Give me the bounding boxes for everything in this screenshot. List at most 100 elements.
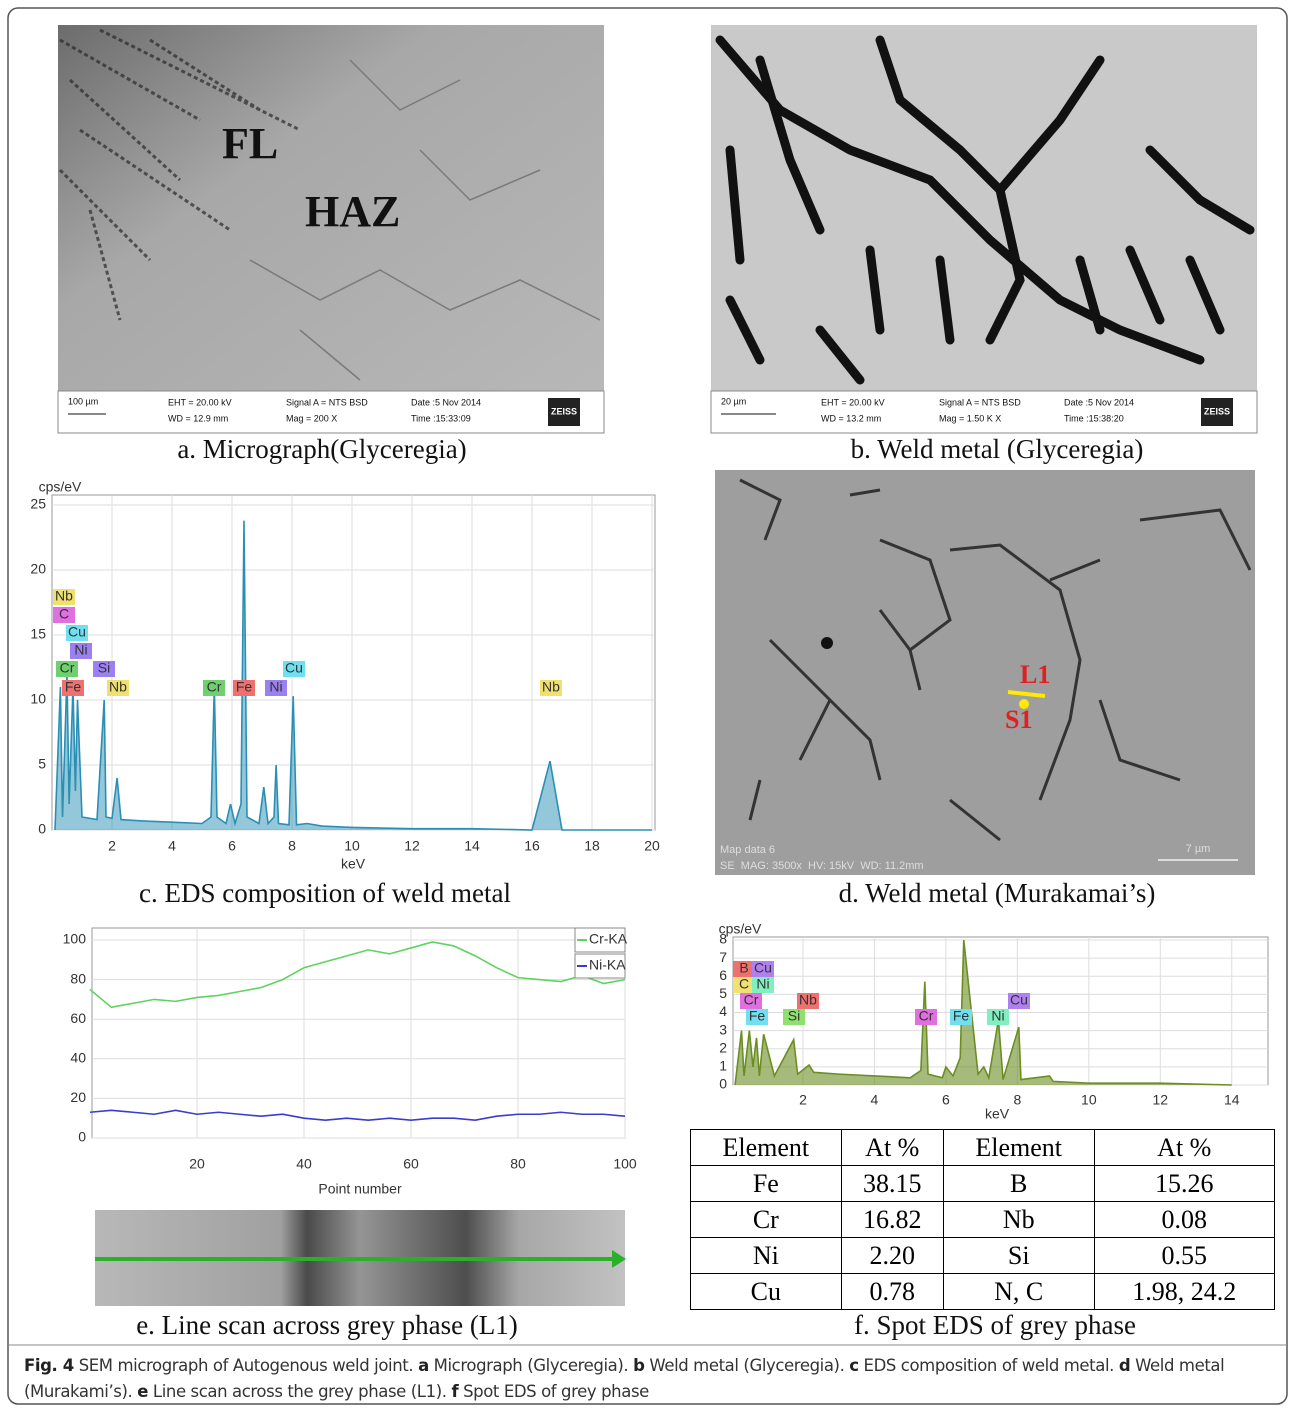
table-cell: N, C — [943, 1274, 1094, 1310]
sem-info: Map data 6 — [720, 844, 775, 856]
sem-info: Mag = 200 X — [286, 413, 337, 423]
line-scan-image — [95, 1210, 626, 1306]
marker-label: S1 — [1005, 705, 1032, 734]
table-cell: Cr — [691, 1202, 842, 1238]
scale-bar-label: 20 µm — [721, 396, 746, 406]
y-tick-label: 10 — [30, 691, 46, 707]
y-tick-label: 60 — [70, 1010, 86, 1026]
x-tick-label: 2 — [108, 838, 116, 854]
x-tick-label: 20 — [189, 1156, 205, 1172]
y-axis-label: cps/eV — [39, 479, 82, 495]
table-cell: 0.08 — [1094, 1202, 1274, 1238]
sem-info: Signal A = NTS BSD — [939, 397, 1021, 407]
x-tick-label: 4 — [168, 838, 176, 854]
element-label: C — [59, 606, 69, 622]
x-tick-label: 14 — [1224, 1092, 1240, 1108]
caption-text: f — [451, 1382, 458, 1401]
panel-caption: a. Micrograph(Glyceregia) — [177, 434, 466, 464]
figure-caption: Fig. 4 SEM micrograph of Autogenous weld… — [24, 1353, 1269, 1405]
element-label: Fe — [65, 679, 82, 695]
micrograph-b: 20 µm EHT = 20.00 kV WD = 13.2 mm Signal… — [711, 25, 1257, 433]
table-cell: 16.82 — [841, 1202, 943, 1238]
table-row: ElementAt %ElementAt % — [691, 1130, 1275, 1166]
caption-text: c — [849, 1356, 858, 1375]
x-tick-label: 20 — [644, 838, 660, 854]
element-label: Cr — [919, 1008, 934, 1024]
caption-text: Micrograph (Glyceregia). — [434, 1356, 629, 1375]
y-tick-label: 2 — [719, 1039, 727, 1055]
table-cell: 0.78 — [841, 1274, 943, 1310]
caption-text: a — [418, 1356, 429, 1375]
element-label: Fe — [953, 1008, 970, 1024]
x-axis-label: Point number — [318, 1181, 402, 1197]
x-tick-label: 100 — [613, 1156, 637, 1172]
table-cell: Element — [943, 1130, 1094, 1166]
sem-info: EHT = 20.00 kV — [821, 397, 885, 407]
table-cell: Cu — [691, 1274, 842, 1310]
y-tick-label: 15 — [30, 626, 46, 642]
x-tick-label: 18 — [584, 838, 600, 854]
element-label: Ni — [756, 976, 769, 992]
sem-info: Time :15:33:09 — [411, 413, 471, 423]
element-label: C — [739, 976, 749, 992]
y-tick-label: 4 — [719, 1003, 727, 1019]
caption-text: Weld metal (Glyceregia). — [649, 1356, 844, 1375]
x-tick-label: 60 — [403, 1156, 419, 1172]
element-label: Cr — [744, 992, 759, 1008]
micrograph-label: HAZ — [305, 187, 400, 236]
x-tick-label: 10 — [344, 838, 360, 854]
y-tick-label: 3 — [719, 1021, 727, 1037]
sem-info: EHT = 20.00 kV — [168, 397, 232, 407]
element-label: Nb — [109, 679, 127, 695]
element-label: Cr — [207, 679, 222, 695]
sem-info: SE MAG: 3500x HV: 15kV WD: 11.2mm — [720, 860, 924, 872]
panel-caption: d. Weld metal (Murakamai’s) — [839, 878, 1156, 908]
element-label: Si — [98, 660, 110, 676]
table-cell: At % — [841, 1130, 943, 1166]
element-label: Cu — [68, 624, 86, 640]
y-tick-label: 5 — [719, 985, 727, 1001]
chart: 02040608010020406080100Point numberCr-KA… — [63, 928, 637, 1197]
table-cell: Nb — [943, 1202, 1094, 1238]
element-label: Cu — [1010, 992, 1028, 1008]
element-label: Cu — [285, 660, 303, 676]
x-tick-label: 16 — [524, 838, 540, 854]
panel-caption: f. Spot EDS of grey phase — [854, 1310, 1136, 1340]
element-label: Ni — [74, 642, 87, 658]
table-cell: 0.55 — [1094, 1238, 1274, 1274]
element-label: B — [739, 960, 748, 976]
x-axis-label: keV — [985, 1106, 1010, 1122]
element-label: Ni — [991, 1008, 1004, 1024]
sem-info: Date :5 Nov 2014 — [411, 397, 481, 407]
caption-text: Fig. 4 — [24, 1356, 74, 1375]
plot-area — [52, 495, 655, 830]
x-tick-label: 80 — [510, 1156, 526, 1172]
table-cell: 2.20 — [841, 1238, 943, 1274]
scale-bar-label: 7 µm — [1186, 843, 1211, 855]
brand: ZEISS — [1204, 406, 1230, 416]
panel-caption: b. Weld metal (Glyceregia) — [851, 434, 1144, 464]
chart: 05101520252468101214161820cps/eVkeVNbCCu… — [30, 479, 660, 872]
legend-label: Ni-KA — [589, 957, 626, 973]
table-cell: B — [943, 1166, 1094, 1202]
page: FL HAZ 100 µm EHT = 20.00 kV WD = 12.9 m… — [0, 0, 1295, 1409]
x-axis-label: keV — [341, 856, 366, 872]
x-tick-label: 12 — [1153, 1092, 1169, 1108]
sem-info: Signal A = NTS BSD — [286, 397, 368, 407]
x-tick-label: 6 — [228, 838, 236, 854]
sem-info: WD = 13.2 mm — [821, 413, 881, 423]
y-tick-label: 6 — [719, 967, 727, 983]
element-label: Cu — [754, 960, 772, 976]
y-axis-label: cps/eV — [719, 921, 762, 937]
caption-text: e — [137, 1382, 148, 1401]
table-cell: Element — [691, 1130, 842, 1166]
panel-caption: c. EDS composition of weld metal — [139, 878, 511, 908]
legend-label: Cr-KA — [589, 931, 628, 947]
plot-area — [92, 928, 625, 1138]
micrograph-d: L1 S1 Map data 6 SE MAG: 3500x HV: 15kV … — [715, 470, 1255, 875]
x-tick-label: 2 — [799, 1092, 807, 1108]
micrograph-label: FL — [222, 119, 278, 168]
table-cell: At % — [1094, 1130, 1274, 1166]
sem-info: Date :5 Nov 2014 — [1064, 397, 1134, 407]
